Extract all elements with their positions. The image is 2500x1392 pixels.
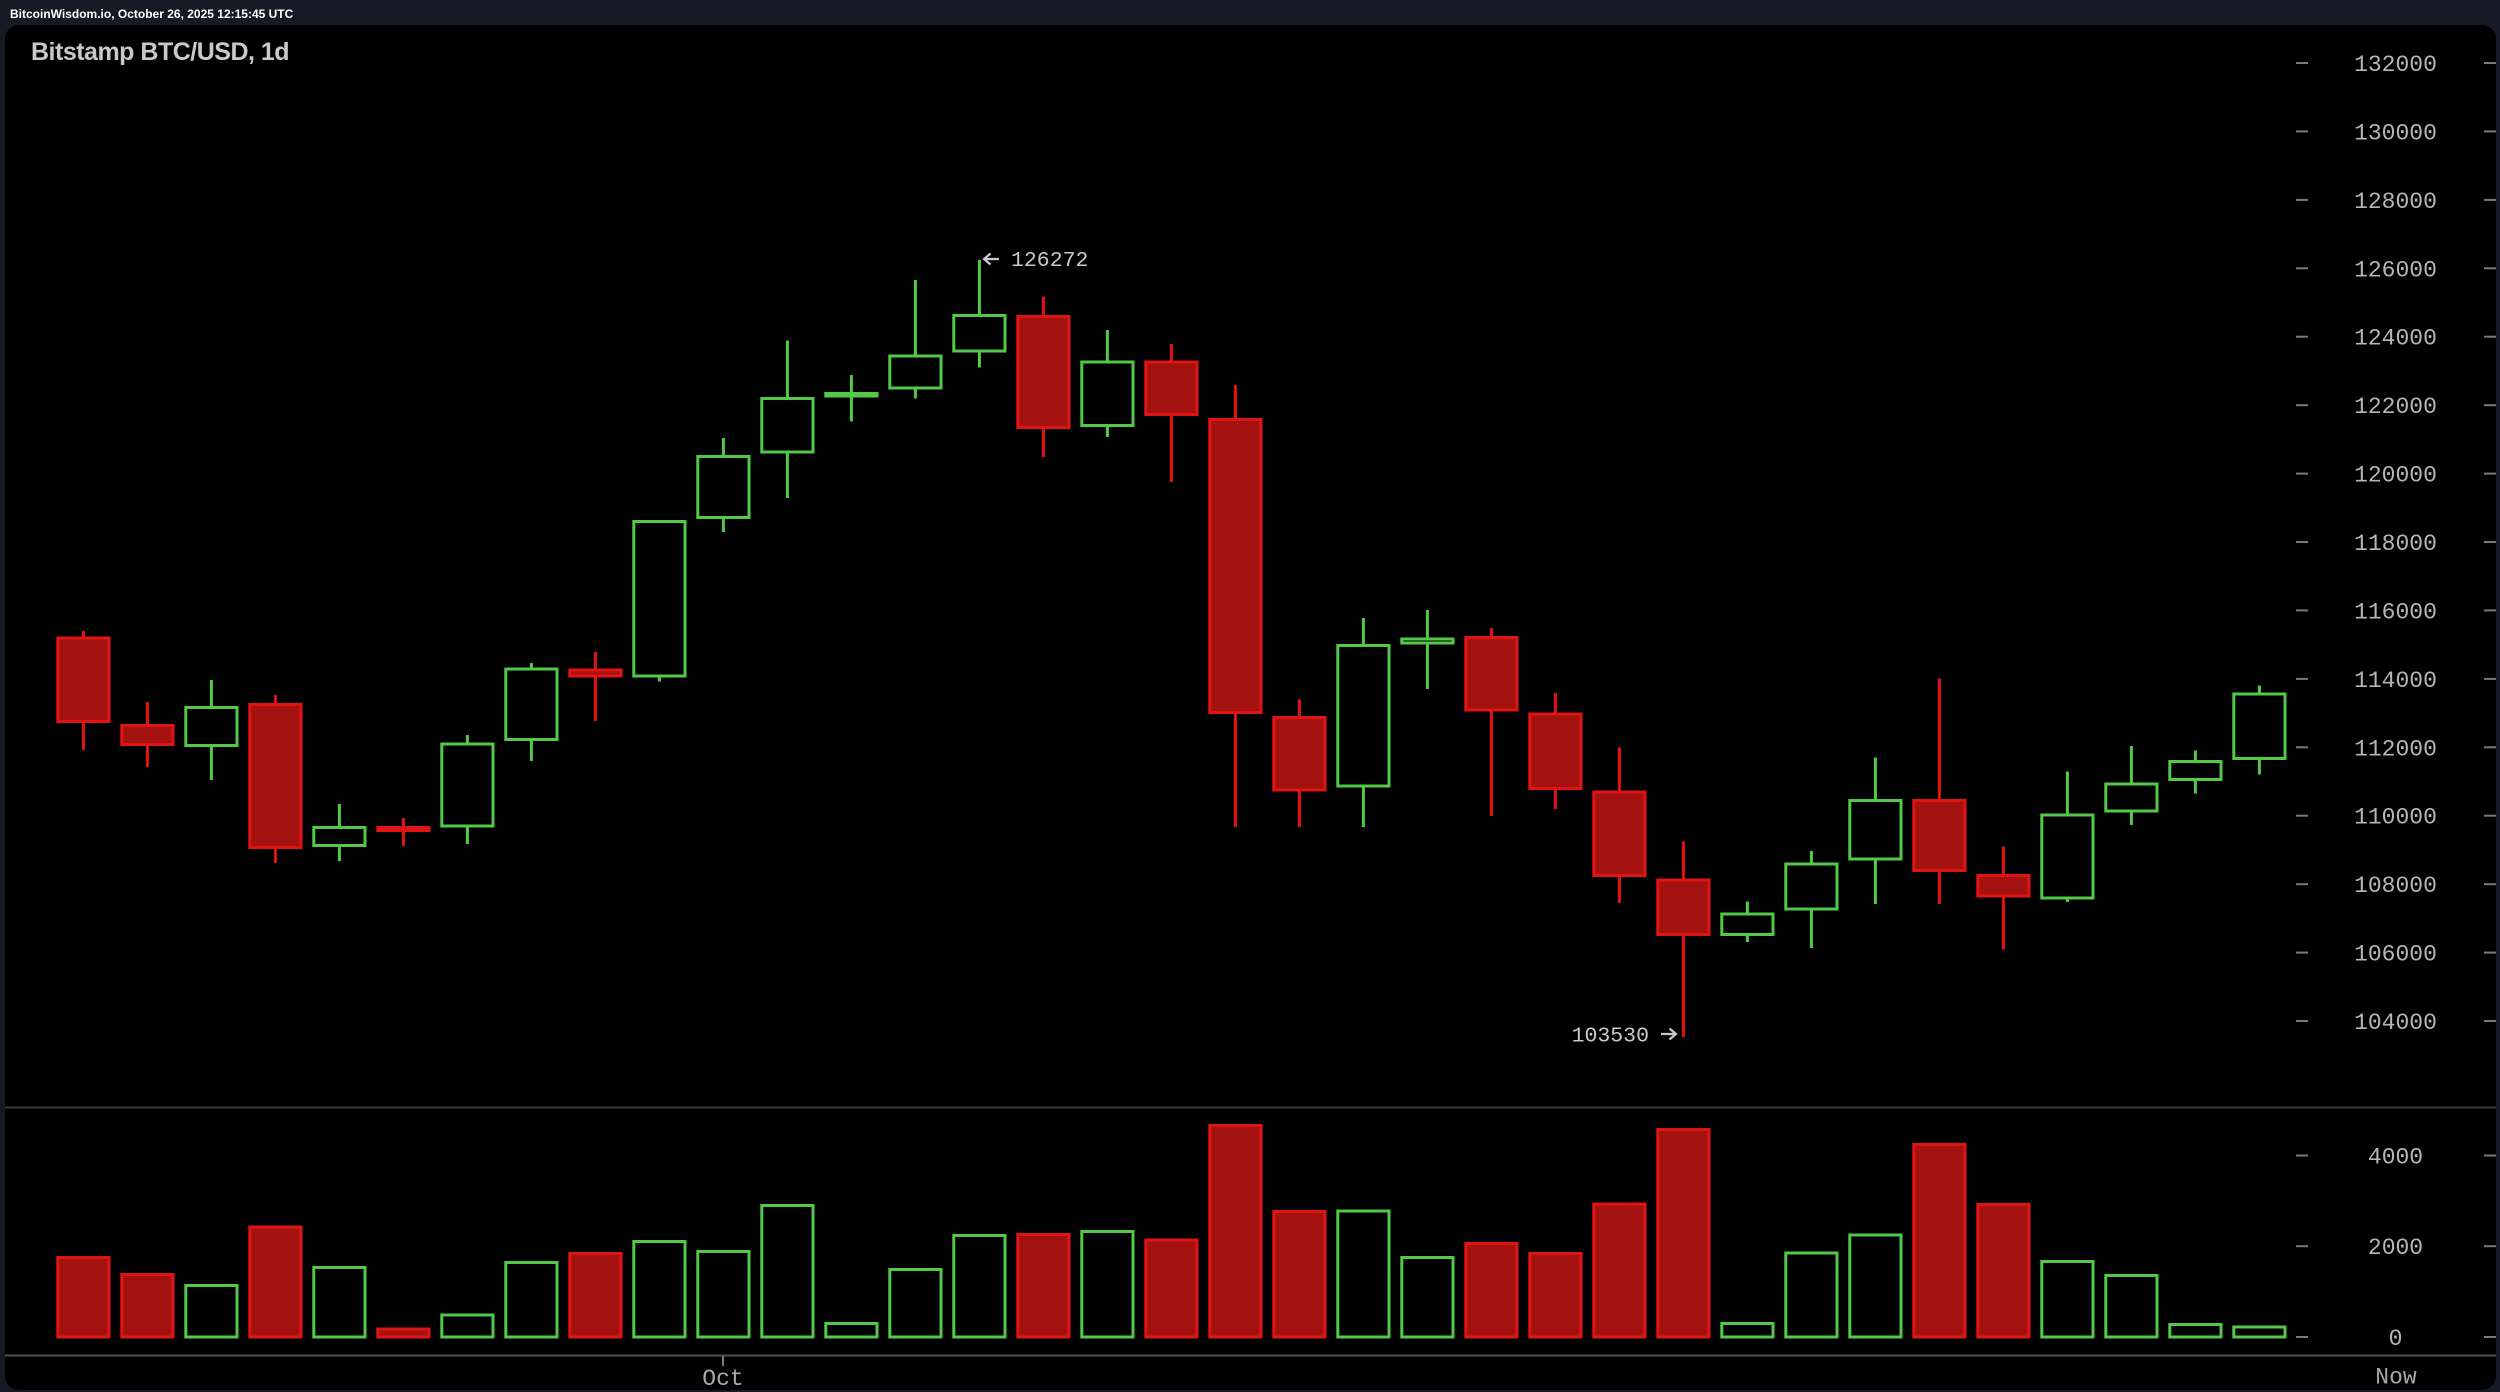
svg-text:108000: 108000: [2354, 873, 2437, 899]
svg-text:2000: 2000: [2368, 1235, 2423, 1261]
svg-text:116000: 116000: [2354, 599, 2437, 625]
svg-text:122000: 122000: [2354, 394, 2437, 420]
svg-text:104000: 104000: [2354, 1010, 2437, 1036]
svg-text:Now: Now: [2375, 1365, 2417, 1391]
svg-text:126272: 126272: [1011, 249, 1088, 273]
svg-text:132000: 132000: [2354, 52, 2437, 78]
svg-text:4000: 4000: [2368, 1145, 2423, 1171]
svg-text:126000: 126000: [2354, 257, 2437, 283]
svg-text:Oct: Oct: [702, 1366, 743, 1392]
svg-text:128000: 128000: [2354, 189, 2437, 215]
svg-text:118000: 118000: [2354, 531, 2437, 557]
svg-text:106000: 106000: [2354, 942, 2437, 968]
svg-text:114000: 114000: [2354, 668, 2437, 694]
svg-text:0: 0: [2389, 1326, 2403, 1352]
svg-text:120000: 120000: [2354, 463, 2437, 489]
svg-text:BitcoinWisdom.io, October 26,: BitcoinWisdom.io, October 26, 2025 12:15…: [10, 7, 294, 21]
svg-text:110000: 110000: [2354, 805, 2437, 831]
svg-text:130000: 130000: [2354, 120, 2437, 146]
svg-text:112000: 112000: [2354, 736, 2437, 762]
svg-text:103530: 103530: [1572, 1025, 1649, 1049]
svg-text:Bitstamp BTC/USD, 1d: Bitstamp BTC/USD, 1d: [31, 38, 289, 66]
svg-text:124000: 124000: [2354, 326, 2437, 352]
